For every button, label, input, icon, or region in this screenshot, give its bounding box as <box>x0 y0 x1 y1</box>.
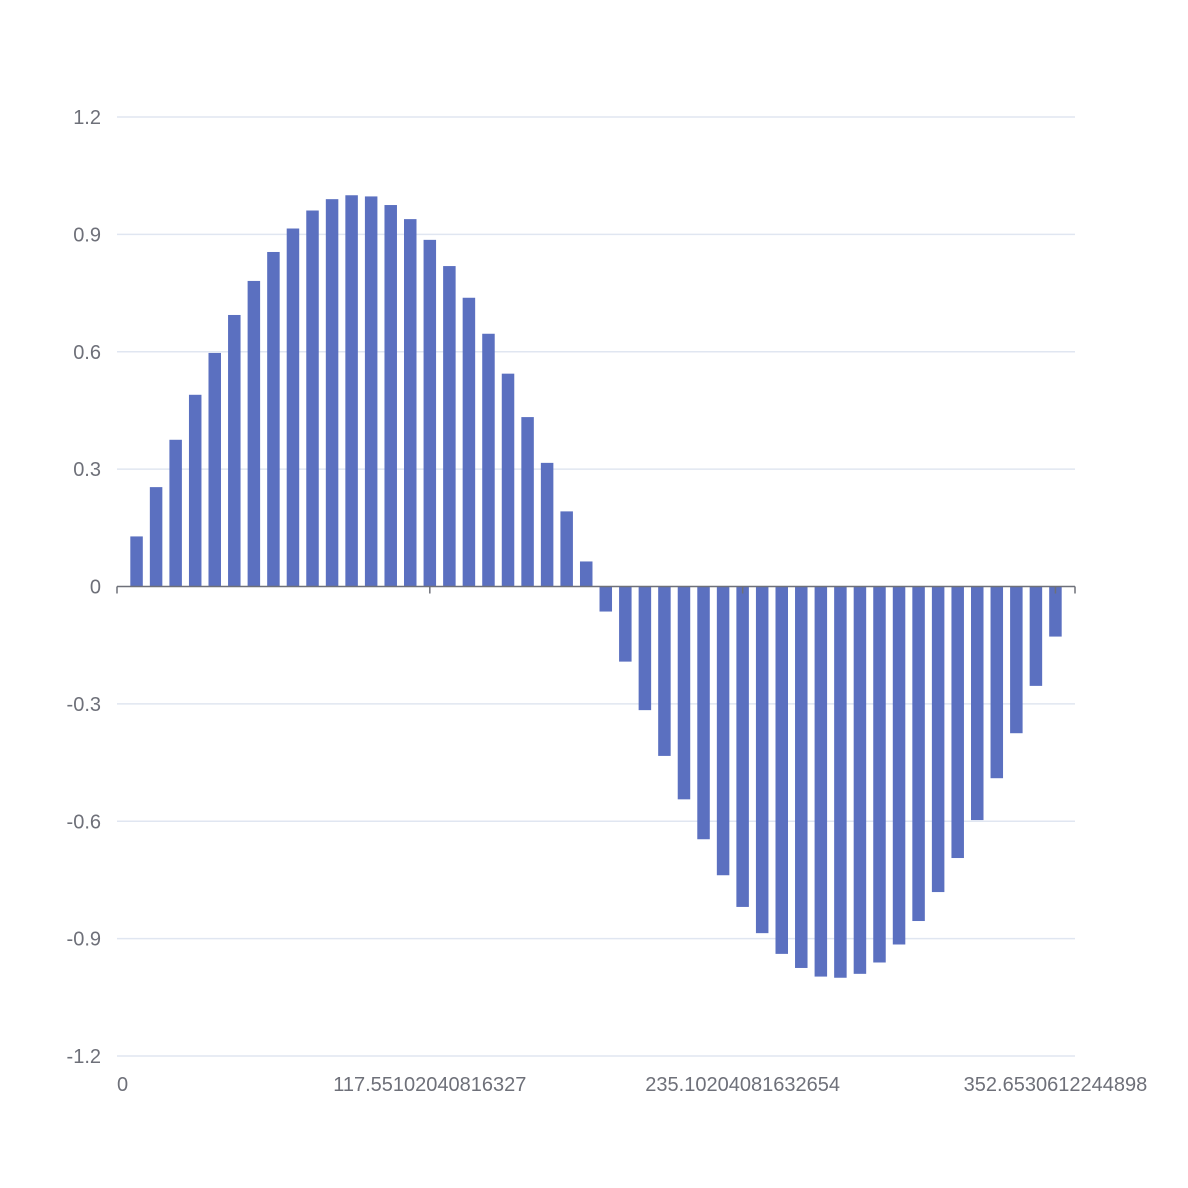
bar <box>834 586 847 978</box>
bar <box>188 394 202 587</box>
bar <box>208 352 221 587</box>
bar <box>931 586 945 893</box>
bar <box>579 561 593 587</box>
bar <box>286 228 300 587</box>
bar <box>228 314 241 587</box>
bar <box>404 219 417 587</box>
y-axis-labels: 1.2 0.9 0.6 0.3 0 -0.3 -0.6 -0.9 -1.2 <box>67 107 101 1068</box>
bar <box>638 586 652 711</box>
bar <box>345 195 358 587</box>
y-tick-label: 0.6 <box>73 342 101 364</box>
y-tick-label: -0.6 <box>67 811 101 833</box>
bar <box>521 417 534 587</box>
x-tick-label: 0 <box>117 1074 128 1096</box>
x-axis <box>116 585 1076 594</box>
bar <box>423 239 437 587</box>
bar <box>364 196 378 587</box>
bar <box>599 586 613 612</box>
bar <box>501 373 515 587</box>
bar <box>736 586 749 907</box>
bar <box>971 586 984 821</box>
y-tick-label: -0.9 <box>67 929 101 951</box>
bar <box>247 280 261 587</box>
y-tick-label: 0 <box>90 577 101 599</box>
bar <box>755 586 769 934</box>
bar <box>1049 586 1062 637</box>
bar <box>1010 586 1023 734</box>
bar <box>795 586 808 968</box>
y-tick-label: -0.3 <box>67 694 101 716</box>
bar <box>384 205 397 587</box>
bar <box>658 586 671 756</box>
x-axis-labels: 0 117.55102040816327 235.10204081632654 352… <box>117 1074 1147 1096</box>
x-tick-label: 235.10204081632654 <box>645 1074 840 1096</box>
bar <box>443 266 456 587</box>
bar <box>149 487 163 587</box>
bar <box>990 586 1004 779</box>
bar <box>462 297 476 587</box>
bar <box>1029 586 1043 686</box>
bar <box>775 586 788 954</box>
x-tick-label: 352.6530612244898 <box>964 1074 1148 1096</box>
y-tick-label: -1.2 <box>67 1046 101 1068</box>
bar <box>892 586 906 945</box>
bar <box>716 586 730 876</box>
bar <box>853 586 867 974</box>
x-tick-label: 117.55102040816327 <box>333 1074 526 1096</box>
bar <box>912 586 925 922</box>
bar <box>130 536 143 587</box>
y-tick-label: 1.2 <box>73 107 101 129</box>
bar-series <box>130 195 1062 978</box>
bar <box>306 210 319 587</box>
bar <box>951 586 964 859</box>
bar <box>540 462 554 587</box>
bar <box>814 586 828 977</box>
y-tick-label: 0.9 <box>73 224 101 246</box>
bar <box>482 333 495 587</box>
bar <box>873 586 886 963</box>
bar <box>325 199 339 587</box>
y-tick-label: 0.3 <box>73 459 101 481</box>
bar <box>697 586 710 840</box>
bar <box>169 439 182 587</box>
bar <box>560 511 573 587</box>
bar <box>619 586 632 662</box>
bar <box>677 586 691 800</box>
bar <box>267 251 280 587</box>
